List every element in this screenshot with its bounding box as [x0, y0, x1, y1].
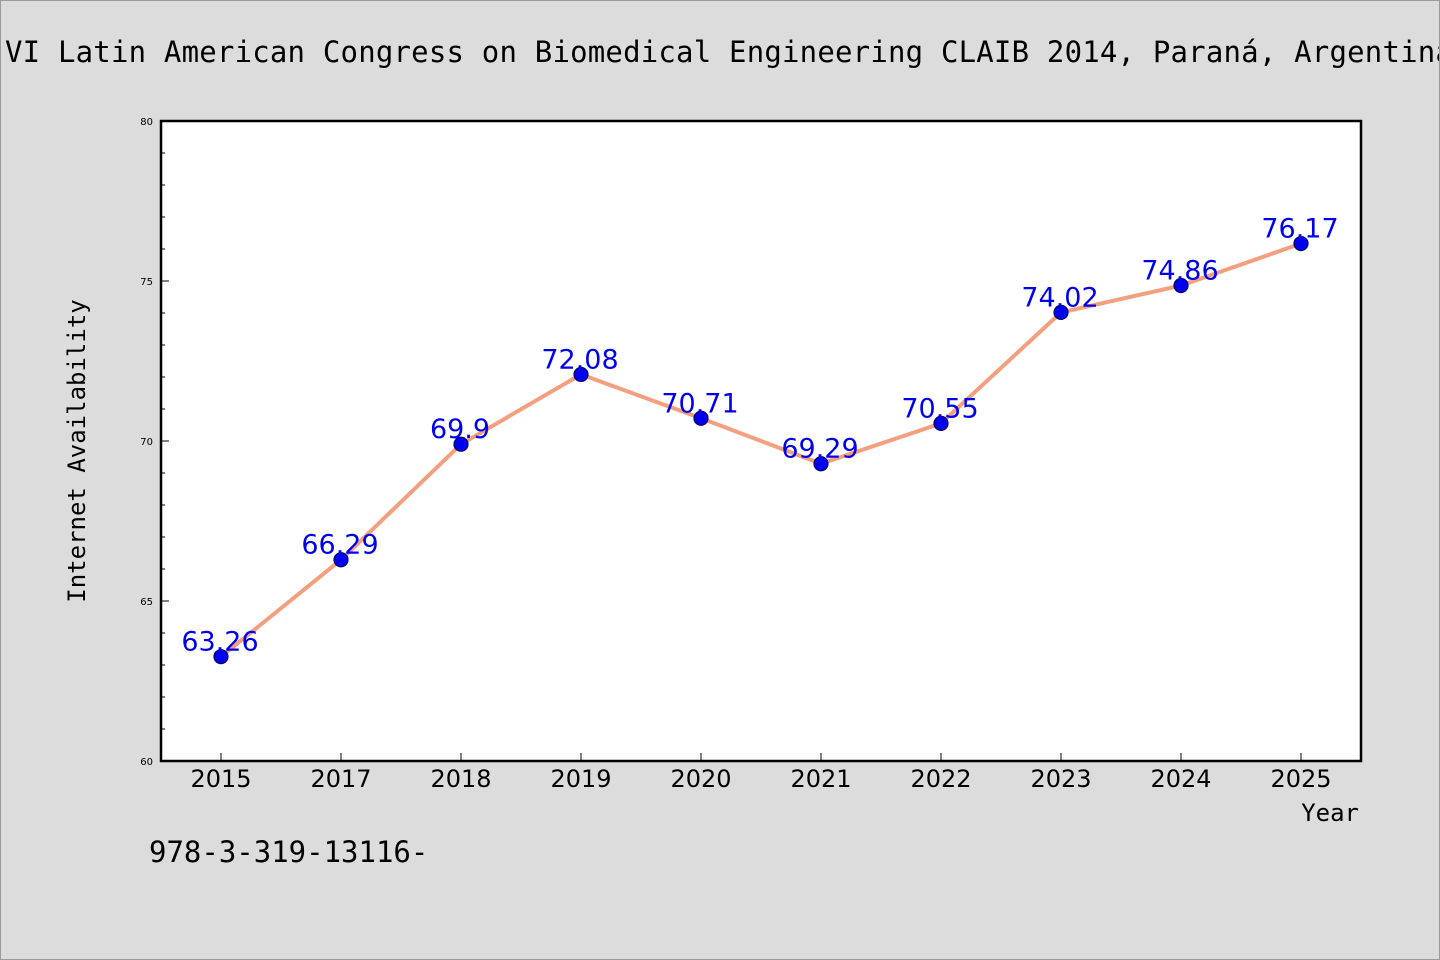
conference-header: VI Latin American Congress on Biomedical…: [5, 35, 1440, 69]
data-label: 69.29: [781, 434, 858, 465]
x-tick-label: 2025: [1270, 765, 1331, 793]
x-tick-label: 2021: [790, 765, 851, 793]
data-point: [1293, 235, 1309, 252]
x-tick-label: 2018: [430, 765, 491, 793]
y-tick-label: 70: [140, 437, 153, 448]
data-point: [213, 649, 229, 665]
y-tick-label: 80: [140, 117, 153, 128]
x-tick-label: 2015: [190, 765, 251, 793]
data-label: 74.02: [1021, 282, 1098, 313]
data-label: 76.17: [1261, 214, 1338, 245]
data-label: 74.86: [1141, 255, 1218, 286]
data-point: [573, 366, 589, 383]
x-tick-label: 2024: [1150, 765, 1211, 793]
y-axis-title: Internet Availability: [63, 299, 91, 602]
x-tick-label: 2019: [550, 765, 611, 793]
data-label: 66.29: [301, 530, 378, 561]
series-line: [219, 241, 1303, 659]
y-tick-label: 65: [140, 597, 153, 608]
x-tick-label: 2023: [1030, 765, 1091, 793]
data-label: 69.9: [430, 414, 490, 445]
x-tick-label: 2022: [910, 765, 971, 793]
data-point: [333, 552, 349, 568]
x-tick-label: 2020: [670, 765, 731, 793]
data-point: [693, 410, 709, 426]
data-point: [813, 456, 829, 472]
data-point: [1053, 304, 1069, 320]
data-label: 72.08: [541, 344, 618, 375]
data-point: [1173, 277, 1189, 294]
x-axis-title: Year: [1301, 799, 1359, 827]
data-label: 70.55: [901, 393, 978, 424]
isbn-footer: 978-3-319-13116-: [149, 835, 429, 869]
x-tick-label: 2017: [310, 765, 371, 793]
plot-frame: [159, 119, 1363, 763]
data-label: 63.26: [181, 627, 258, 658]
y-tick-label: 75: [140, 277, 153, 288]
data-label: 70.71: [661, 388, 738, 419]
y-tick-label: 60: [140, 757, 153, 768]
data-point: [933, 415, 949, 431]
data-point: [453, 436, 469, 452]
